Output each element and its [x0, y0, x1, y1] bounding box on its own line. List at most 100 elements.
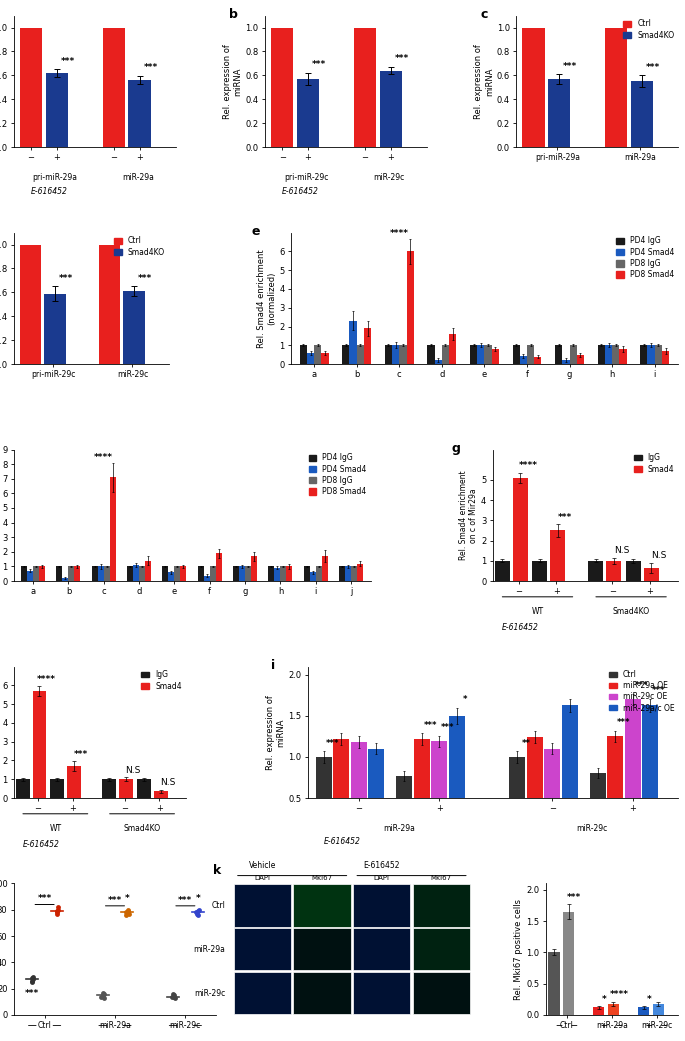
Bar	[75, 566, 80, 581]
Bar	[129, 80, 151, 147]
Text: ***: ***	[138, 274, 152, 283]
Text: ***: ***	[312, 60, 326, 70]
Bar	[523, 27, 545, 147]
Bar	[431, 741, 447, 839]
Bar	[233, 566, 239, 581]
Text: *: *	[125, 894, 129, 904]
Bar	[598, 346, 605, 364]
Bar	[477, 346, 484, 364]
Bar	[271, 27, 293, 147]
Bar	[619, 349, 627, 364]
Bar	[550, 531, 565, 581]
Bar	[210, 566, 216, 581]
Bar	[644, 568, 659, 581]
Text: ***: ***	[178, 895, 192, 905]
Bar	[548, 953, 560, 1015]
Y-axis label: Rel. Smad4 enrichment
(normalized): Rel. Smad4 enrichment (normalized)	[257, 249, 276, 348]
Bar	[33, 566, 39, 581]
Text: E-616452: E-616452	[324, 837, 361, 846]
Bar	[449, 716, 464, 839]
Bar	[39, 566, 45, 581]
Text: ****: ****	[610, 990, 629, 999]
Text: ****: ****	[519, 461, 538, 471]
Text: N.S: N.S	[614, 547, 629, 555]
Text: E-616452: E-616452	[282, 186, 319, 196]
Bar	[351, 566, 357, 581]
Bar	[280, 566, 286, 581]
Bar	[16, 780, 29, 798]
Bar	[314, 346, 321, 364]
Text: Smad4KO: Smad4KO	[612, 607, 649, 616]
Text: N.S: N.S	[160, 779, 175, 787]
Text: **: **	[521, 739, 531, 747]
Bar	[316, 757, 332, 839]
Bar	[607, 736, 623, 839]
Text: ****: ****	[390, 229, 409, 237]
Text: ***: ***	[61, 57, 75, 66]
Text: Vehicle: Vehicle	[249, 861, 276, 870]
Bar	[293, 884, 351, 926]
Bar	[606, 561, 621, 581]
Text: miR-29c: miR-29c	[577, 824, 608, 833]
Bar	[642, 705, 658, 839]
Bar	[286, 566, 292, 581]
Text: Mki67: Mki67	[431, 874, 452, 881]
Bar	[413, 972, 470, 1014]
Text: ****: ****	[95, 453, 113, 461]
Text: *: *	[463, 695, 467, 705]
Bar	[251, 556, 257, 581]
Bar	[56, 566, 62, 581]
Bar	[662, 351, 669, 364]
Bar	[310, 573, 316, 581]
Legend: PD4 IgG, PD4 Smad4, PD8 IgG, PD8 Smad4: PD4 IgG, PD4 Smad4, PD8 IgG, PD8 Smad4	[616, 236, 674, 279]
Bar	[625, 561, 640, 581]
Bar	[32, 691, 47, 798]
Bar	[20, 27, 42, 147]
Bar	[234, 972, 291, 1014]
Bar	[293, 928, 351, 970]
Bar	[139, 566, 145, 581]
Bar	[203, 576, 210, 581]
Bar	[353, 928, 410, 970]
Bar	[145, 561, 151, 581]
Text: ***: ***	[58, 274, 73, 283]
Legend: Ctrl, miR-29a OE, miR-29c OE, miR-29a/c OE: Ctrl, miR-29a OE, miR-29c OE, miR-29a/c …	[609, 670, 674, 712]
Bar	[495, 561, 510, 581]
Bar	[234, 884, 291, 926]
Text: k: k	[214, 864, 222, 877]
Text: ***: ***	[617, 718, 631, 728]
Text: ***: ***	[424, 720, 437, 730]
Bar	[612, 346, 619, 364]
Bar	[169, 573, 175, 581]
Bar	[406, 251, 414, 364]
Bar	[334, 739, 349, 839]
Bar	[99, 245, 120, 364]
Bar	[570, 346, 577, 364]
Bar	[588, 561, 603, 581]
Bar	[368, 748, 384, 839]
Bar	[46, 73, 68, 147]
Bar	[110, 478, 116, 581]
Bar	[449, 334, 456, 364]
Text: pri-miR-29c: pri-miR-29c	[284, 174, 329, 182]
Bar	[562, 705, 577, 839]
Bar	[492, 349, 499, 364]
Bar	[397, 776, 412, 839]
Bar	[532, 561, 547, 581]
Text: b: b	[229, 7, 238, 21]
Bar	[414, 739, 429, 839]
Bar	[345, 566, 351, 581]
Bar	[339, 566, 345, 581]
Bar	[534, 357, 541, 364]
Text: E-616452: E-616452	[364, 861, 400, 870]
Text: g: g	[452, 441, 460, 455]
Bar	[527, 737, 543, 839]
Text: ***: ***	[25, 989, 40, 997]
Bar	[68, 566, 75, 581]
Text: miR-29a: miR-29a	[193, 945, 225, 954]
Bar	[51, 780, 64, 798]
Bar	[364, 328, 371, 364]
Bar	[548, 79, 571, 147]
Bar	[392, 346, 399, 364]
Bar	[353, 972, 410, 1014]
